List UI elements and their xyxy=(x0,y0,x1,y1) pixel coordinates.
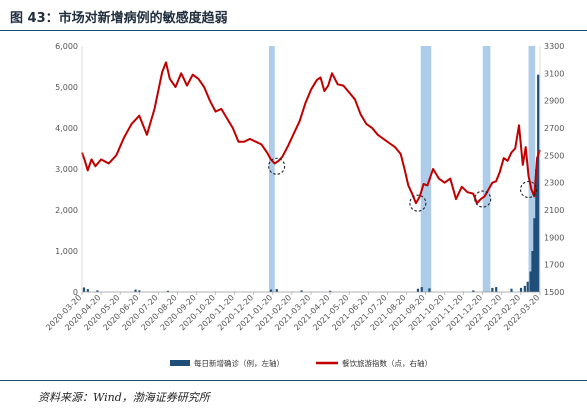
bar xyxy=(535,169,538,292)
bar xyxy=(537,74,540,292)
dashed-circle xyxy=(409,194,427,212)
left-tick-label: 0 xyxy=(73,288,78,297)
right-tick-label: 3100 xyxy=(544,69,564,78)
right-tick-label: 1900 xyxy=(544,233,564,242)
dashed-circle xyxy=(268,157,286,175)
bar xyxy=(526,281,529,292)
bar xyxy=(86,289,89,292)
highlight-band xyxy=(528,46,536,292)
left-tick-label: 5,000 xyxy=(55,83,78,92)
bar xyxy=(519,287,523,292)
right-tick-label: 2500 xyxy=(544,151,564,160)
highlight-band xyxy=(420,46,432,292)
left-tick-label: 2,000 xyxy=(55,206,78,215)
chart-title: 图 43：市场对新增病例的敏感度趋弱 xyxy=(10,11,228,26)
line-series xyxy=(81,61,541,205)
axes: 0 1,000 2,000 3,000 4,000 5,000 6,000 1500 1700 1… xyxy=(44,42,564,332)
dashed-circle xyxy=(519,180,538,199)
bar xyxy=(531,251,534,292)
bar xyxy=(300,290,303,292)
chart-area: 0 1,000 2,000 3,000 4,000 5,000 6,000 1500 1700 1… xyxy=(0,30,587,380)
right-tick-label: 1500 xyxy=(544,288,564,297)
bar xyxy=(420,287,423,292)
left-tick-label: 1,000 xyxy=(55,247,78,256)
bar xyxy=(428,288,431,292)
bar xyxy=(269,289,273,292)
bar xyxy=(491,287,494,292)
bar-series xyxy=(82,74,540,292)
marked-circles xyxy=(268,157,538,212)
bar xyxy=(275,289,278,292)
bar xyxy=(416,288,420,292)
chart-svg: 0 1,000 2,000 3,000 4,000 5,000 6,000 1500 1700 1… xyxy=(44,42,564,368)
right-tick-label: 2700 xyxy=(544,124,564,133)
bar xyxy=(533,218,536,292)
left-tick-label: 4,000 xyxy=(55,124,78,133)
bar xyxy=(495,287,498,292)
series-line xyxy=(81,61,541,205)
bar xyxy=(523,285,526,292)
right-tick-label: 2100 xyxy=(544,206,564,215)
right-tick-label: 3300 xyxy=(544,42,564,51)
bar xyxy=(96,290,99,292)
legend-swatch-bars xyxy=(170,360,190,366)
bar xyxy=(134,289,137,292)
title-bar: 图 43：市场对新增病例的敏感度趋弱 xyxy=(0,0,587,31)
bar xyxy=(472,290,475,292)
bar xyxy=(82,287,86,292)
right-tick-label: 2900 xyxy=(544,97,564,106)
bar xyxy=(529,271,532,292)
bar xyxy=(138,290,141,292)
legend-label-bars: 每日新增确诊（例，左轴） xyxy=(194,358,284,368)
highlight-bands xyxy=(269,46,536,292)
bar xyxy=(510,288,513,292)
bar xyxy=(166,290,170,292)
bar xyxy=(329,290,332,292)
legend: 每日新增确诊（例，左轴） 餐饮旅游指数（点，右轴） xyxy=(170,358,432,368)
left-tick-label: 6,000 xyxy=(55,42,78,51)
legend-label-line: 餐饮旅游指数（点，右轴） xyxy=(342,358,432,368)
highlight-band xyxy=(269,46,275,292)
left-tick-label: 3,000 xyxy=(55,165,78,174)
source-bar: 资料来源：Wind，渤海证券研究所 xyxy=(0,380,587,410)
dashed-circle xyxy=(474,190,492,208)
right-tick-label: 2300 xyxy=(544,179,564,188)
highlight-band xyxy=(482,46,491,292)
source-note: 资料来源：Wind，渤海证券研究所 xyxy=(38,391,210,404)
right-tick-label: 1700 xyxy=(544,261,564,270)
